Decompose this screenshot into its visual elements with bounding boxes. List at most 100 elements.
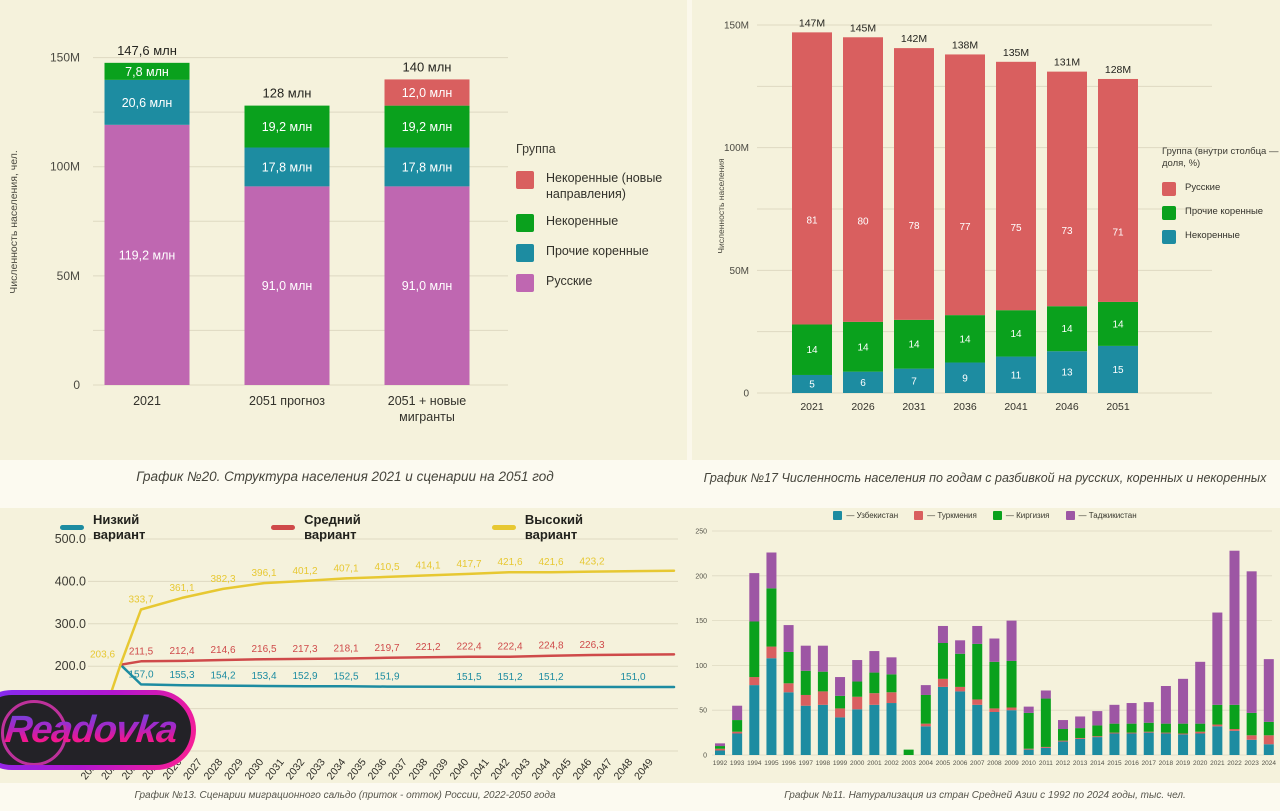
svg-text:300.0: 300.0 [55,617,86,631]
svg-text:0: 0 [703,753,707,760]
svg-text:14: 14 [908,340,920,351]
bar-segment [1263,735,1274,745]
svg-text:50M: 50M [730,266,749,277]
bar-segment [1143,732,1154,755]
svg-text:222,4: 222,4 [456,642,481,653]
bar-segment [989,711,1000,755]
bar-segment [937,643,948,679]
svg-text:218,1: 218,1 [333,644,358,655]
bar-segment [937,625,948,643]
svg-text:2039: 2039 [427,756,451,782]
svg-text:2051 прогноз: 2051 прогноз [249,394,325,408]
bar-segment [1058,729,1068,741]
legend-swatch-icon [1162,205,1176,220]
svg-text:2037: 2037 [386,756,410,782]
caption-chart13: График №13. Сценарии миграционного сальд… [134,790,556,801]
svg-text:2035: 2035 [345,756,369,782]
bar-segment [1160,732,1171,734]
bar-segment [1058,741,1068,755]
bar-segment [886,674,897,693]
svg-text:221,2: 221,2 [415,642,440,653]
legend-naturalization: — Узбекистан — Туркмения — Киргизия — Таджи… [690,511,1280,520]
bar-segment [1195,723,1206,732]
legend-swatch-icon [992,511,1002,520]
svg-text:11: 11 [1011,370,1022,381]
svg-text:1996: 1996 [781,760,796,767]
bar-segment [783,692,794,755]
svg-text:410,5: 410,5 [374,562,399,573]
legend-label: Некоренные [546,214,619,229]
bar-segment [1040,690,1051,699]
bar-segment [749,621,760,678]
bar-segment [749,573,760,622]
legend-label: Высокий вариант [524,512,583,542]
bar-segment [903,749,914,755]
bar-segment [1178,734,1189,755]
bar-segment [1263,659,1274,722]
svg-text:2000: 2000 [850,760,865,767]
svg-text:200: 200 [695,573,707,580]
svg-text:131M: 131M [1054,57,1080,69]
bar-segment [1006,707,1017,711]
bar-segment [1092,736,1103,738]
svg-text:151,2: 151,2 [497,672,522,683]
bar-segment [1040,746,1051,748]
bar-segment [732,705,743,721]
bar-segment [937,686,948,755]
svg-text:73: 73 [1061,226,1073,237]
svg-text:17,8 млн: 17,8 млн [262,160,313,174]
svg-text:382,3: 382,3 [210,574,235,585]
bar-segment [1109,704,1120,724]
legend-item: Высокий вариант [491,512,630,542]
svg-text:147M: 147M [799,17,825,29]
bar-segment [852,681,863,697]
svg-text:50M: 50M [57,269,80,283]
bar-segment [1047,306,1087,352]
svg-text:1999: 1999 [833,760,848,767]
svg-text:2042: 2042 [489,756,513,782]
svg-text:2034: 2034 [325,756,349,782]
legend-label: Русские [546,274,593,289]
svg-text:19,2 млн: 19,2 млн [402,120,453,134]
bar-segment [1075,737,1086,739]
svg-text:140 млн: 140 млн [402,59,451,74]
bar-segment [1040,747,1051,755]
legend-item: Русские [1162,181,1280,196]
bar-segment [384,79,470,106]
scenario-line [119,653,676,666]
bar-segment [1212,612,1223,705]
bar-segment [1023,748,1034,750]
bar-segment [715,746,725,749]
bar-segment [715,743,725,747]
svg-text:2032: 2032 [284,756,308,782]
bar-segment [783,625,794,652]
svg-text:14: 14 [1061,324,1073,335]
bar-segment [1195,661,1206,724]
svg-text:2033: 2033 [304,756,328,782]
svg-text:2051 + новые: 2051 + новые [388,394,467,408]
svg-text:200.0: 200.0 [55,659,86,673]
svg-text:14: 14 [959,334,971,345]
bar-segment [1092,711,1103,726]
legend-item: Средний вариант [271,512,408,542]
svg-text:153,4: 153,4 [251,671,276,682]
legend-swatch-icon [271,524,296,530]
bar-segment [852,660,863,682]
bar-segment [783,651,794,684]
svg-text:500.0: 500.0 [55,532,86,546]
bar-segment [1143,702,1154,723]
bar-segment [843,37,883,322]
svg-text:2022: 2022 [1227,760,1242,767]
svg-text:401,2: 401,2 [292,566,317,577]
svg-text:1995: 1995 [764,760,779,767]
bar-segment [749,677,760,686]
readovka-ring-icon [1,700,67,765]
bar-segment [1047,351,1087,393]
svg-text:154,2: 154,2 [210,671,235,682]
bar-segment [384,147,470,187]
bar-segment [1160,686,1171,724]
bar-segment [800,705,811,755]
svg-text:80: 80 [857,217,869,228]
bar-segment [1075,716,1086,729]
